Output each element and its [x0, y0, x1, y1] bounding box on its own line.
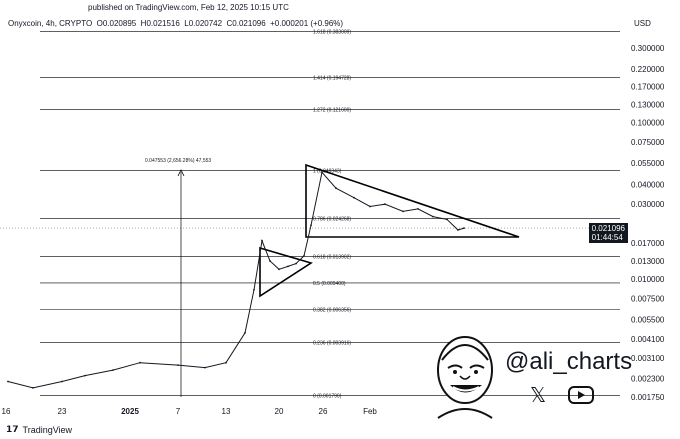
y-tick-label-3: 0.130000 — [631, 101, 665, 110]
price-point-20 — [353, 196, 355, 199]
price-point-13 — [278, 268, 280, 271]
price-point-22 — [384, 203, 386, 206]
price-point-16 — [303, 255, 305, 257]
fib-label-8: 0.236 (0.003916) — [313, 340, 351, 346]
price-point-28 — [463, 227, 465, 230]
y-tick-label-13: 0.007500 — [631, 294, 665, 303]
y-tick-label-0: 0.300000 — [631, 44, 665, 53]
x-axis: 16 23 2025 7 13 20 26 Feb — [2, 407, 378, 416]
price-point-27 — [457, 229, 459, 231]
price-point-10 — [253, 288, 255, 291]
price-point-11 — [261, 239, 263, 242]
y-axis: 0.300000 0.220000 0.170000 0.130000 0.100000… — [631, 44, 665, 402]
youtube-logo-icon[interactable] — [568, 386, 594, 404]
y-tick-label-2: 0.170000 — [631, 83, 665, 92]
current-price: 0.021096 — [591, 224, 625, 233]
price-point-12 — [269, 260, 271, 262]
y-tick-label-18: 0.001750 — [631, 393, 665, 402]
measure-arrow-head — [177, 169, 185, 177]
y-tick-label-8: 0.030000 — [631, 200, 665, 209]
fib-label-4: 0.786 (0.024268) — [313, 217, 351, 223]
price-point-26 — [446, 218, 448, 221]
y-tick-label-16: 0.003100 — [631, 354, 665, 363]
x-tick-label-0: 16 — [2, 407, 11, 416]
tradingview-logo-icon: 𝟭𝟳 — [6, 424, 19, 434]
fib-label-7: 0.382 (0.006356) — [313, 307, 351, 313]
price-point-25 — [432, 215, 434, 218]
fib-label-2: 1.272 (0.121600) — [313, 107, 351, 113]
drawings: 0.047553 (2,656.28%) 47,553 — [145, 158, 520, 397]
x-tick-label-5: 20 — [275, 407, 284, 416]
price-point-0 — [7, 380, 9, 383]
price-point-9 — [244, 332, 246, 334]
symbol-line: Onyxcoin, 4h, CRYPTO O0.020895 H0.021516… — [8, 19, 344, 28]
x-tick-label-7: Feb — [363, 407, 377, 416]
current-price-badge: 0.021096 01:44:54 — [588, 223, 628, 243]
price-point-24 — [417, 208, 419, 210]
published-line: published on TradingView.com, Feb 12, 20… — [88, 3, 289, 12]
x-tick-label-6: 26 — [319, 407, 328, 416]
y-tick-label-7: 0.040000 — [631, 181, 665, 190]
brand-handle: @ali_charts — [505, 348, 633, 375]
price-point-7 — [204, 366, 206, 369]
bar-countdown: 01:44:54 — [591, 233, 623, 242]
y-tick-label-10: 0.017000 — [631, 239, 665, 248]
y-tick-label-17: 0.002300 — [631, 374, 665, 383]
ali-charts-logo — [437, 336, 493, 419]
y-tick-label-14: 0.005500 — [631, 315, 665, 324]
y-tick-label-11: 0.013000 — [631, 257, 665, 266]
price-point-4 — [112, 369, 114, 371]
price-point-21 — [369, 205, 371, 208]
tradingview-wordmark: TradingView — [22, 424, 73, 435]
x-tick-label-4: 13 — [222, 407, 231, 416]
price-point-3 — [84, 374, 86, 377]
measure-label: 0.047553 (2,656.28%) 47,553 — [145, 158, 211, 164]
price-point-23 — [402, 210, 404, 213]
tradingview-footer: 𝟭𝟳 TradingView — [6, 424, 72, 435]
fib-label-1: 1.414 (0.194728) — [313, 75, 351, 81]
price-point-5 — [139, 361, 141, 364]
x-tick-label-3: 7 — [176, 407, 181, 416]
x-tick-label-2: 2025 — [121, 407, 139, 416]
price-point-8 — [225, 361, 227, 364]
price-point-17 — [310, 224, 312, 227]
price-point-1 — [32, 387, 34, 389]
x-tick-label-1: 23 — [58, 407, 67, 416]
price-point-2 — [61, 380, 63, 383]
y-tick-label-5: 0.075000 — [631, 138, 665, 147]
fib-levels: 1.618 (0.383009) 1.414 (0.194728) 1.272 (0… — [0, 29, 620, 399]
price-series — [7, 171, 465, 389]
descending-triangle — [305, 163, 520, 238]
price-point-18 — [321, 171, 323, 174]
fib-label-0: 1.618 (0.383009) — [313, 29, 351, 35]
symmetrical-triangle — [259, 246, 313, 298]
y-tick-label-1: 0.220000 — [631, 65, 665, 74]
y-tick-label-6: 0.055000 — [631, 159, 665, 168]
x-logo-icon[interactable]: 𝕏 — [530, 383, 547, 407]
fib-label-9: 0 (0.001790) — [313, 393, 342, 399]
y-tick-label-15: 0.004100 — [631, 335, 665, 344]
fib-label-5: 0.618 (0.013902) — [313, 254, 351, 260]
y-tick-label-4: 0.100000 — [631, 119, 665, 128]
fib-label-6: 0.5 (0.009400) — [313, 281, 346, 287]
price-point-19 — [335, 187, 337, 190]
price-point-6 — [177, 364, 179, 366]
price-line — [7, 171, 465, 389]
price-point-14 — [287, 265, 289, 268]
price-point-15 — [295, 262, 297, 265]
y-tick-label-12: 0.010000 — [631, 275, 665, 284]
currency-label: USD — [634, 19, 651, 28]
